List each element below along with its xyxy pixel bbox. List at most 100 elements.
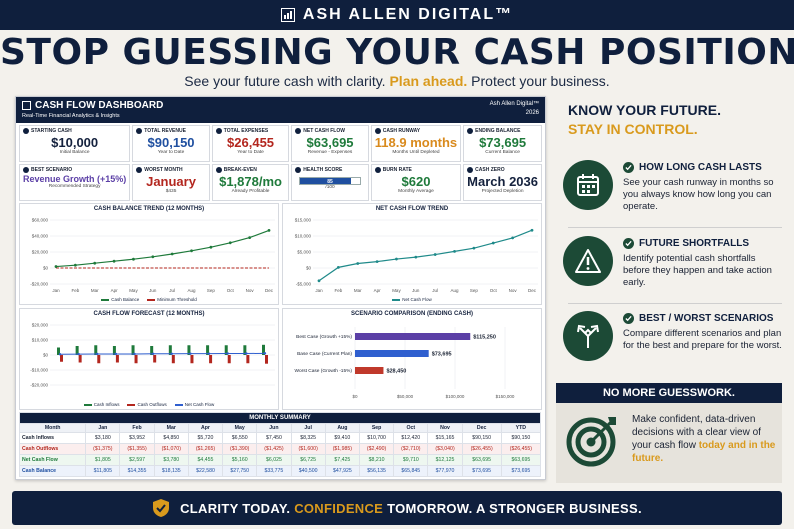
nmg-text-highlight: today and in the future.	[632, 440, 776, 464]
target-icon	[566, 417, 616, 467]
inflow-bar	[243, 345, 247, 355]
data-point	[263, 352, 267, 355]
table-cell: $7,450	[256, 432, 292, 444]
kpi-label-text: TOTAL EXPENSES	[223, 128, 269, 134]
feature-title-text: HOW LONG CASH LASTS	[639, 162, 762, 173]
data-point	[151, 255, 155, 259]
chart-legend: Cash Balance Minimum Threshold	[20, 297, 278, 302]
kpi-value: $63,695	[306, 135, 354, 150]
x-tick-label: $100,000	[446, 394, 465, 399]
x-tick-label: Apr	[374, 288, 382, 293]
y-tick-label: -$10,000	[30, 368, 48, 373]
inflow-bar	[57, 347, 60, 355]
table-cell: $2,597	[119, 454, 155, 466]
dashboard-year: 2026	[525, 110, 539, 116]
cash-balance-line	[55, 229, 270, 268]
x-tick-label: Oct	[227, 288, 235, 293]
table-cell: $6,550	[222, 432, 258, 444]
table-cell: $7,425	[324, 454, 360, 466]
kpi-icon	[215, 167, 222, 173]
y-tick-label: -$20,000	[30, 383, 48, 388]
data-point	[209, 245, 213, 249]
scenario-comparison-chart: SCENARIO COMPARISON (ENDING CASH) $0 $50,…	[282, 308, 542, 410]
row-label: Net Cash Flow	[18, 454, 87, 466]
table-cell: $6,725	[290, 454, 326, 466]
y-tick-label: $20,000	[32, 250, 49, 255]
table-cell: $65,845	[393, 465, 429, 477]
kpi-note: Recommended Strategy	[48, 184, 101, 189]
data-point	[132, 257, 135, 261]
y-tick-label: $5,000	[297, 250, 311, 255]
brand-name: ASH ALLEN DIGITAL™	[302, 6, 514, 23]
footer-banner: CLARITY TODAY. CONFIDENCE TOMORROW. A ST…	[12, 491, 782, 525]
inflow-bar	[75, 346, 79, 355]
table-cell: $8,210	[358, 454, 395, 466]
table-header: Apr	[187, 423, 224, 433]
y-tick-label: $10,000	[32, 338, 49, 343]
table-header: Feb	[119, 423, 155, 433]
kpi-label: WORST MONTH	[136, 167, 183, 173]
monthly-summary-title: MONTHLY SUMMARY	[19, 412, 541, 424]
shield-check-icon	[153, 499, 170, 517]
y-tick-label: $20,000	[32, 323, 49, 328]
table-cell: ($1,265)	[187, 443, 224, 455]
kpi-grid: STARTING CASH $10,000 Initial Balance TOTAL…	[16, 123, 545, 203]
table-cell: ($3,040)	[427, 443, 463, 455]
table-cell: ($1,355)	[119, 443, 155, 455]
data-point	[133, 352, 136, 356]
feature-text: Compare different scenarios and plan for…	[623, 328, 782, 351]
table-header-row: Month Jan Feb Mar Apr May Jun Jul Aug Sep Oct Nov De…	[18, 423, 542, 433]
feature-text: See your cash runway in months so you al…	[623, 177, 774, 212]
outflow-bar	[265, 355, 268, 364]
kpi-value: 85	[327, 179, 333, 185]
kpi-label-text: STARTING CASH	[31, 128, 72, 134]
inflow-bar	[131, 345, 135, 355]
table-cell: $90,150	[500, 432, 542, 444]
scenario-bar	[355, 333, 471, 340]
data-point	[395, 257, 398, 261]
data-point	[530, 228, 534, 232]
scenario-value-label: $73,695	[432, 352, 452, 358]
table-cell: $18,135	[153, 465, 189, 477]
kpi-label: NET CASH FLOW	[295, 128, 345, 134]
kpi-card: TOTAL REVENUE $90,150 Year to Date	[132, 125, 210, 162]
table-header: Aug	[324, 423, 360, 433]
data-point	[356, 262, 360, 265]
kpi-label-text: TOTAL REVENUE	[144, 128, 186, 134]
kpi-value: 118.9 months	[374, 135, 458, 150]
brand-bar: ASH ALLEN DIGITAL™	[0, 0, 794, 30]
calendar-icon	[563, 160, 613, 210]
subline: See your future cash with clarity. Plan …	[0, 73, 794, 89]
inflow-bar	[150, 346, 154, 355]
legend-label: Minimum Threshold	[157, 297, 197, 302]
kpi-note: Already Profitable	[231, 189, 270, 194]
kpi-note: Monthly Average	[398, 189, 434, 194]
no-more-guesswork-title: NO MORE GUESSWORK.	[556, 383, 782, 403]
legend-item: Cash Outflows	[127, 402, 167, 407]
table-cell: $12,125	[427, 454, 463, 466]
kpi-icon	[295, 167, 302, 173]
kpi-card: ENDING BALANCE $73,695 Current Balance	[463, 125, 542, 162]
x-tick-label: $150,000	[496, 394, 515, 399]
check-icon	[623, 238, 634, 249]
data-point	[189, 352, 192, 355]
legend-item: Minimum Threshold	[147, 297, 197, 302]
arrows-icon	[563, 311, 613, 361]
x-tick-label: Jan	[315, 288, 323, 293]
data-point	[248, 236, 252, 239]
check-icon	[623, 313, 634, 324]
kpi-icon	[467, 167, 474, 173]
kpi-note: Revenue - Expenses	[307, 150, 353, 155]
inflow-bar	[187, 345, 191, 355]
legend-label: Net Cash Flow	[184, 402, 215, 407]
legend-label: Cash Inflows	[93, 402, 120, 407]
dashboard-icon	[22, 101, 31, 110]
data-point	[245, 352, 248, 355]
feature-title: HOW LONG CASH LASTS	[623, 162, 762, 173]
kpi-label: BEST SCENARIO	[23, 167, 72, 173]
kpi-icon	[136, 167, 143, 173]
data-point	[207, 352, 211, 355]
table-header: Mar	[153, 423, 189, 433]
table-cell: ($1,375)	[85, 443, 121, 455]
